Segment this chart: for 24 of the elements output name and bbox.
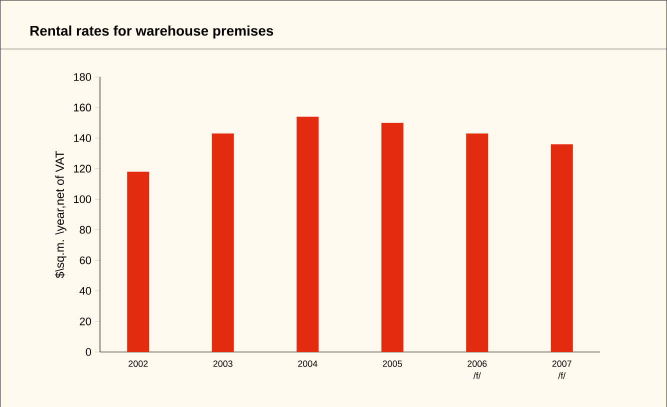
y-tick-label: 180 <box>74 73 92 81</box>
bar <box>127 172 150 352</box>
x-tick-label: 2006 /f/ <box>468 360 487 379</box>
x-tick-label: 2003 <box>213 360 232 367</box>
y-tick-label: 120 <box>74 164 92 173</box>
y-tick-label: 140 <box>74 134 92 142</box>
x-tick-label: 2007 /f/ <box>552 360 572 379</box>
y-tick-label: 40 <box>80 287 92 295</box>
y-tick-label: 60 <box>80 256 92 264</box>
chart-title: Rental rates for warehouse premises <box>30 25 274 38</box>
y-tick-label: 160 <box>74 104 92 112</box>
x-tick-label: 2004 <box>298 360 318 367</box>
y-tick-label: 80 <box>80 226 92 234</box>
y-tick-label: 20 <box>80 318 92 326</box>
bar <box>296 116 319 352</box>
y-axis-title: $\sq.m. \year,net of VAT <box>55 150 66 278</box>
bar <box>212 134 234 352</box>
x-tick-label: 2005 <box>382 360 402 367</box>
bar <box>466 134 488 352</box>
x-tick-label: 2002 <box>128 360 148 367</box>
bar <box>550 144 573 352</box>
y-tick-label: 100 <box>74 195 92 204</box>
y-tick-label: 0 <box>86 348 92 356</box>
bar <box>381 122 404 352</box>
